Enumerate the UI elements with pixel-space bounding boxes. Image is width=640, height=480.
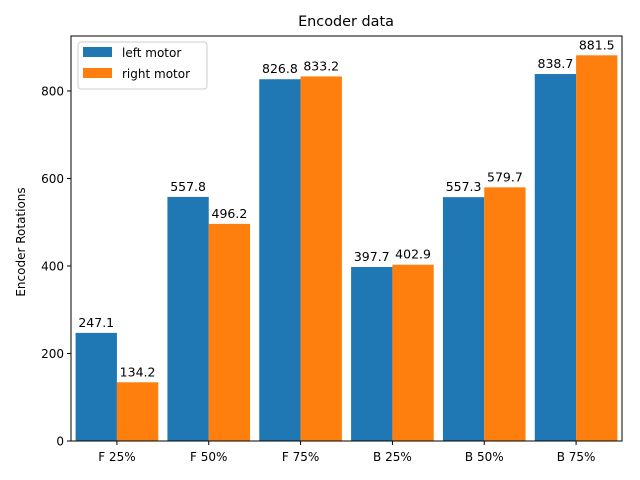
bar-value-label: 579.7 xyxy=(487,169,523,184)
bar-left-motor xyxy=(167,196,209,441)
bar-value-label: 557.8 xyxy=(170,179,206,194)
y-tick-label: 400 xyxy=(41,259,64,273)
legend: left motor right motor xyxy=(77,41,208,90)
plot-frame xyxy=(70,35,623,442)
bar-right-motor xyxy=(484,187,526,441)
x-tick-label: F 50% xyxy=(190,450,227,464)
bar-right-motor xyxy=(300,76,342,441)
y-tick-label: 0 xyxy=(56,435,64,449)
y-ticks: 0 200 400 600 800 xyxy=(41,84,71,449)
bar-right-motor xyxy=(576,55,618,441)
legend-label: right motor xyxy=(122,67,190,81)
bar-value-label: 833.2 xyxy=(303,58,339,73)
y-tick-label: 600 xyxy=(41,172,64,186)
legend-swatch xyxy=(83,47,112,57)
bar-labels: 247.1 557.8 826.8 397.7 557.3 838.7 134.2 496.2… xyxy=(78,37,614,379)
bar-value-label: 826.8 xyxy=(262,61,298,76)
y-axis-label: Encoder Rotations xyxy=(14,187,28,296)
bar-value-label: 247.1 xyxy=(78,315,114,330)
bar-value-label: 134.2 xyxy=(120,364,156,379)
bar-value-label: 397.7 xyxy=(354,249,390,264)
bar-value-label: 838.7 xyxy=(538,56,574,71)
x-tick-label: F 25% xyxy=(98,450,135,464)
bar-left-motor xyxy=(259,79,301,441)
x-tick-label: B 50% xyxy=(465,450,504,464)
x-tick-label: F 75% xyxy=(282,450,319,464)
bar-right-motor xyxy=(208,223,251,441)
bar-left-motor xyxy=(442,197,485,441)
x-ticks: F 25% F 50% F 75% B 25% B 50% B 75% xyxy=(98,441,595,464)
y-tick-label: 200 xyxy=(41,347,64,361)
bar-left-motor xyxy=(75,332,117,441)
legend-label: left motor xyxy=(122,46,181,60)
x-tick-label: B 75% xyxy=(557,450,596,464)
bar-left-motor xyxy=(351,266,393,441)
bar-value-label: 496.2 xyxy=(212,206,248,221)
legend-swatch xyxy=(83,68,112,78)
bar-right-motor xyxy=(116,382,159,441)
bars xyxy=(75,55,618,442)
chart-title: Encoder data xyxy=(298,14,394,30)
bar-right-motor xyxy=(392,264,434,441)
bar-value-label: 402.9 xyxy=(395,247,431,262)
bar-value-label: 557.3 xyxy=(446,179,482,194)
bar-value-label: 881.5 xyxy=(579,37,615,52)
bar-left-motor xyxy=(534,74,577,442)
y-tick-label: 800 xyxy=(41,84,64,98)
x-tick-label: B 25% xyxy=(373,450,412,464)
